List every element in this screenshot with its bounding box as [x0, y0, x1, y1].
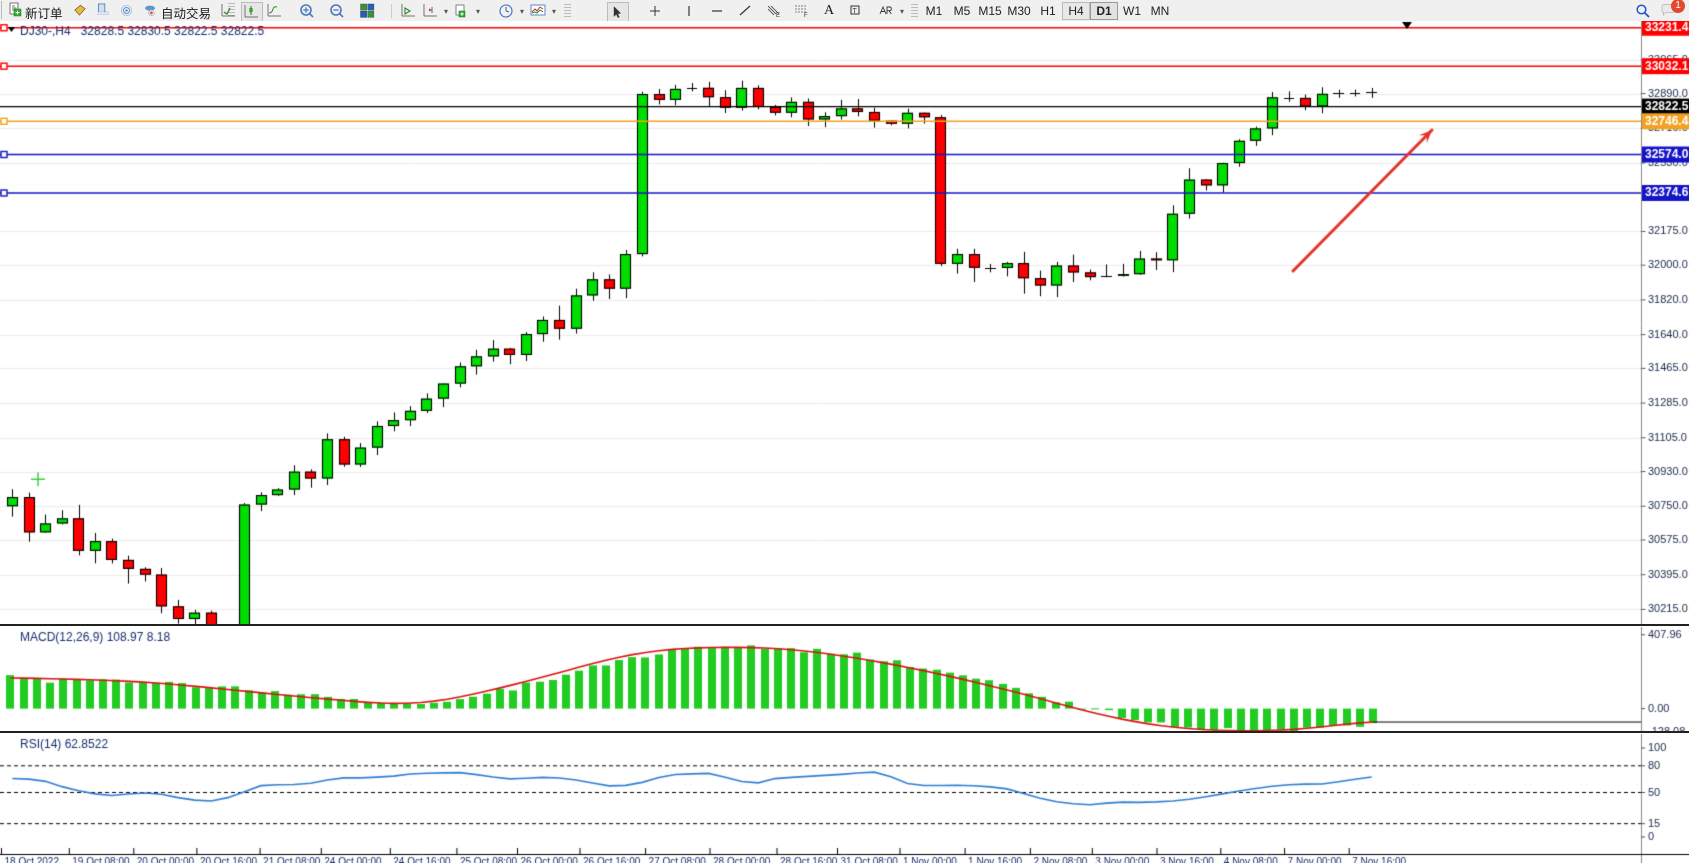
svg-text:E: E — [776, 13, 780, 19]
svg-text:T: T — [853, 8, 858, 15]
svg-text:F: F — [804, 13, 808, 19]
